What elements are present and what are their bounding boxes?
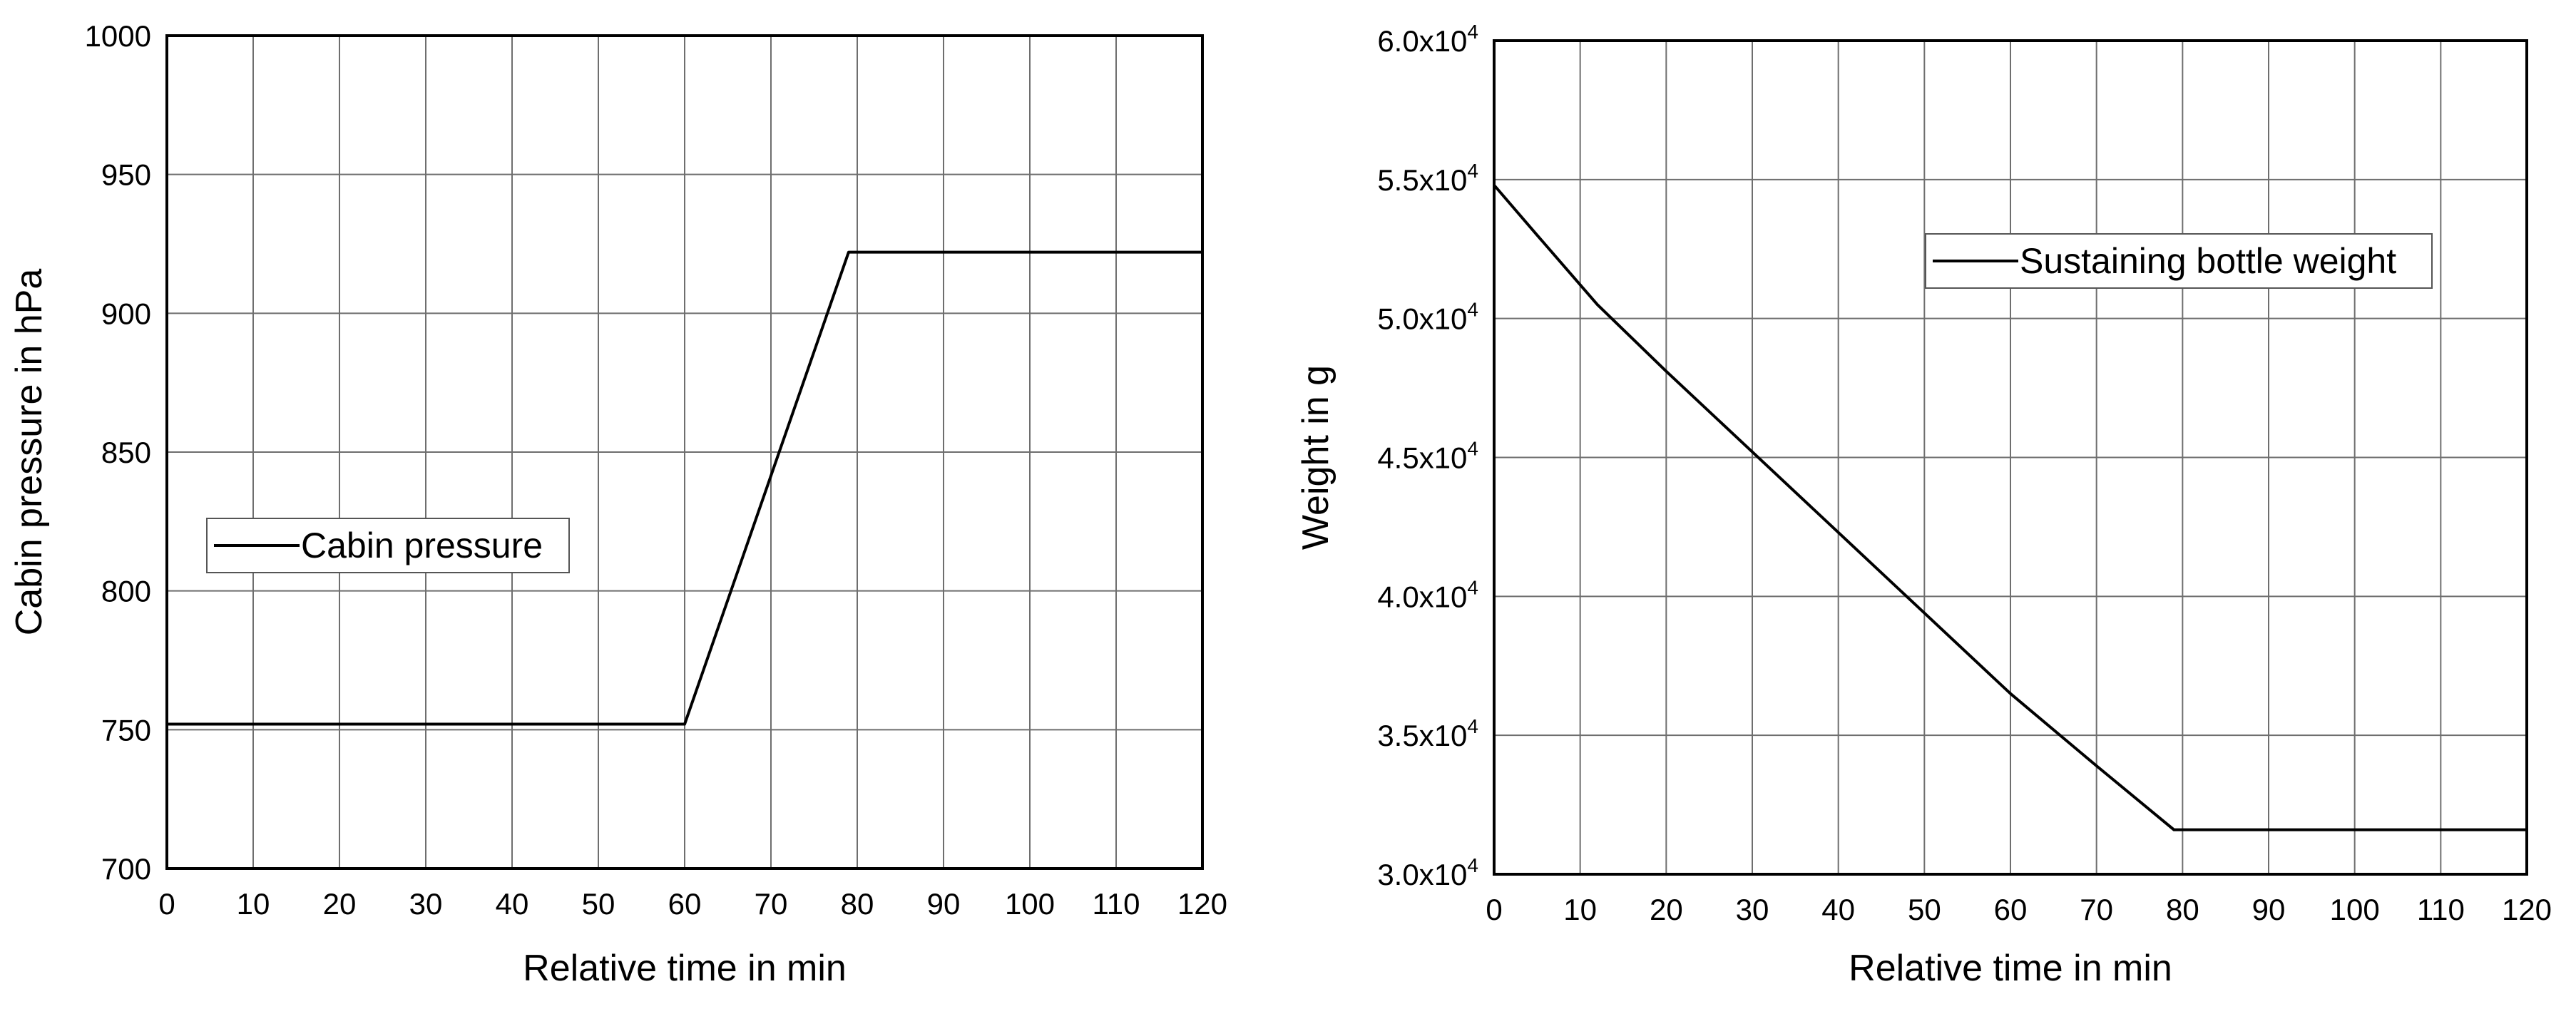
y-tick-mantissa: 3.0x10 bbox=[1377, 858, 1467, 891]
x-tick-label: 10 bbox=[1563, 893, 1597, 926]
y-tick-mantissa: 4.5x10 bbox=[1377, 441, 1467, 475]
x-tick-label: 0 bbox=[158, 887, 175, 921]
y-tick-label: 850 bbox=[101, 436, 151, 469]
y-tick-label: 5.0x104 bbox=[1377, 299, 1478, 336]
x-axis-label: Relative time in min bbox=[1849, 948, 2172, 989]
x-tick-label: 40 bbox=[1821, 893, 1855, 926]
y-tick-exponent: 4 bbox=[1467, 21, 1478, 43]
y-tick-mantissa: 5.0x10 bbox=[1377, 302, 1467, 336]
x-tick-label: 50 bbox=[582, 887, 615, 921]
y-tick-label: 3.0x104 bbox=[1377, 854, 1478, 891]
x-tick-label: 60 bbox=[1994, 893, 2028, 926]
series-line bbox=[1493, 184, 2527, 831]
y-tick-label: 900 bbox=[101, 297, 151, 330]
series-line bbox=[167, 250, 1202, 726]
bottle-weight-chart: 0 10 20 30 40 50 60 70 80 90 100 110 1203.0x1043.5x1… bbox=[1295, 21, 2552, 989]
y-tick-mantissa: 5.5x10 bbox=[1377, 163, 1467, 197]
y-tick-label: 4.5x104 bbox=[1377, 438, 1478, 475]
x-tick-label: 70 bbox=[2080, 893, 2113, 926]
x-tick-label: 120 bbox=[1177, 887, 1227, 921]
y-tick-exponent: 4 bbox=[1467, 576, 1478, 598]
x-tick-label: 70 bbox=[755, 887, 788, 921]
plot-frame bbox=[165, 34, 1204, 870]
y-tick-label: 1000 bbox=[85, 19, 151, 53]
x-tick-label: 110 bbox=[2417, 893, 2465, 926]
legend: Sustaining bottle weight bbox=[1925, 233, 2433, 289]
x-tick-label: 80 bbox=[2166, 893, 2199, 926]
y-tick-exponent: 4 bbox=[1467, 160, 1478, 182]
y-tick-mantissa: 4.0x10 bbox=[1377, 580, 1467, 613]
y-axis-label: Weight in g bbox=[1295, 365, 1336, 550]
y-tick-label: 950 bbox=[101, 158, 151, 192]
x-tick-label: 50 bbox=[1908, 893, 1941, 926]
y-tick-mantissa: 6.0x10 bbox=[1377, 24, 1467, 58]
x-tick-label: 100 bbox=[1005, 887, 1055, 921]
y-tick-exponent: 4 bbox=[1467, 438, 1478, 460]
x-tick-label: 60 bbox=[668, 887, 702, 921]
y-tick-exponent: 4 bbox=[1467, 715, 1478, 737]
x-tick-label: 30 bbox=[409, 887, 443, 921]
x-tick-label: 80 bbox=[841, 887, 874, 921]
x-tick-label: 100 bbox=[2330, 893, 2380, 926]
y-tick-exponent: 4 bbox=[1467, 854, 1478, 876]
legend-label: Cabin pressure bbox=[301, 526, 543, 565]
x-tick-label: 10 bbox=[237, 887, 270, 921]
y-tick-label: 5.5x104 bbox=[1377, 160, 1478, 197]
y-tick-mantissa: 3.5x10 bbox=[1377, 719, 1467, 752]
y-tick-label: 700 bbox=[101, 852, 151, 886]
y-tick-label: 3.5x104 bbox=[1377, 715, 1478, 752]
y-tick-label: 750 bbox=[101, 713, 151, 747]
x-tick-label: 20 bbox=[1650, 893, 1683, 926]
x-tick-label: 20 bbox=[323, 887, 357, 921]
x-tick-label: 40 bbox=[496, 887, 529, 921]
y-tick-exponent: 4 bbox=[1467, 299, 1478, 321]
y-tick-label: 4.0x104 bbox=[1377, 576, 1478, 613]
y-tick-label: 800 bbox=[101, 575, 151, 608]
x-tick-label: 110 bbox=[1093, 887, 1140, 921]
y-axis-label: Cabin pressure in hPa bbox=[9, 269, 50, 636]
x-tick-label: 120 bbox=[2502, 893, 2552, 926]
plot-frame bbox=[1493, 39, 2528, 876]
legend-box bbox=[1925, 233, 2433, 289]
x-tick-label: 90 bbox=[2252, 893, 2286, 926]
x-axis-label: Relative time in min bbox=[523, 948, 847, 989]
x-tick-label: 90 bbox=[927, 887, 961, 921]
x-tick-label: 30 bbox=[1736, 893, 1769, 926]
legend: Cabin pressure bbox=[206, 518, 570, 573]
legend-label: Sustaining bottle weight bbox=[2020, 241, 2396, 281]
cabin-pressure-chart: 0 10 20 30 40 50 60 70 80 90 100 110 120 700 750 800 850… bbox=[9, 19, 1227, 989]
y-tick-label: 6.0x104 bbox=[1377, 21, 1478, 58]
x-tick-label: 0 bbox=[1486, 893, 1502, 926]
